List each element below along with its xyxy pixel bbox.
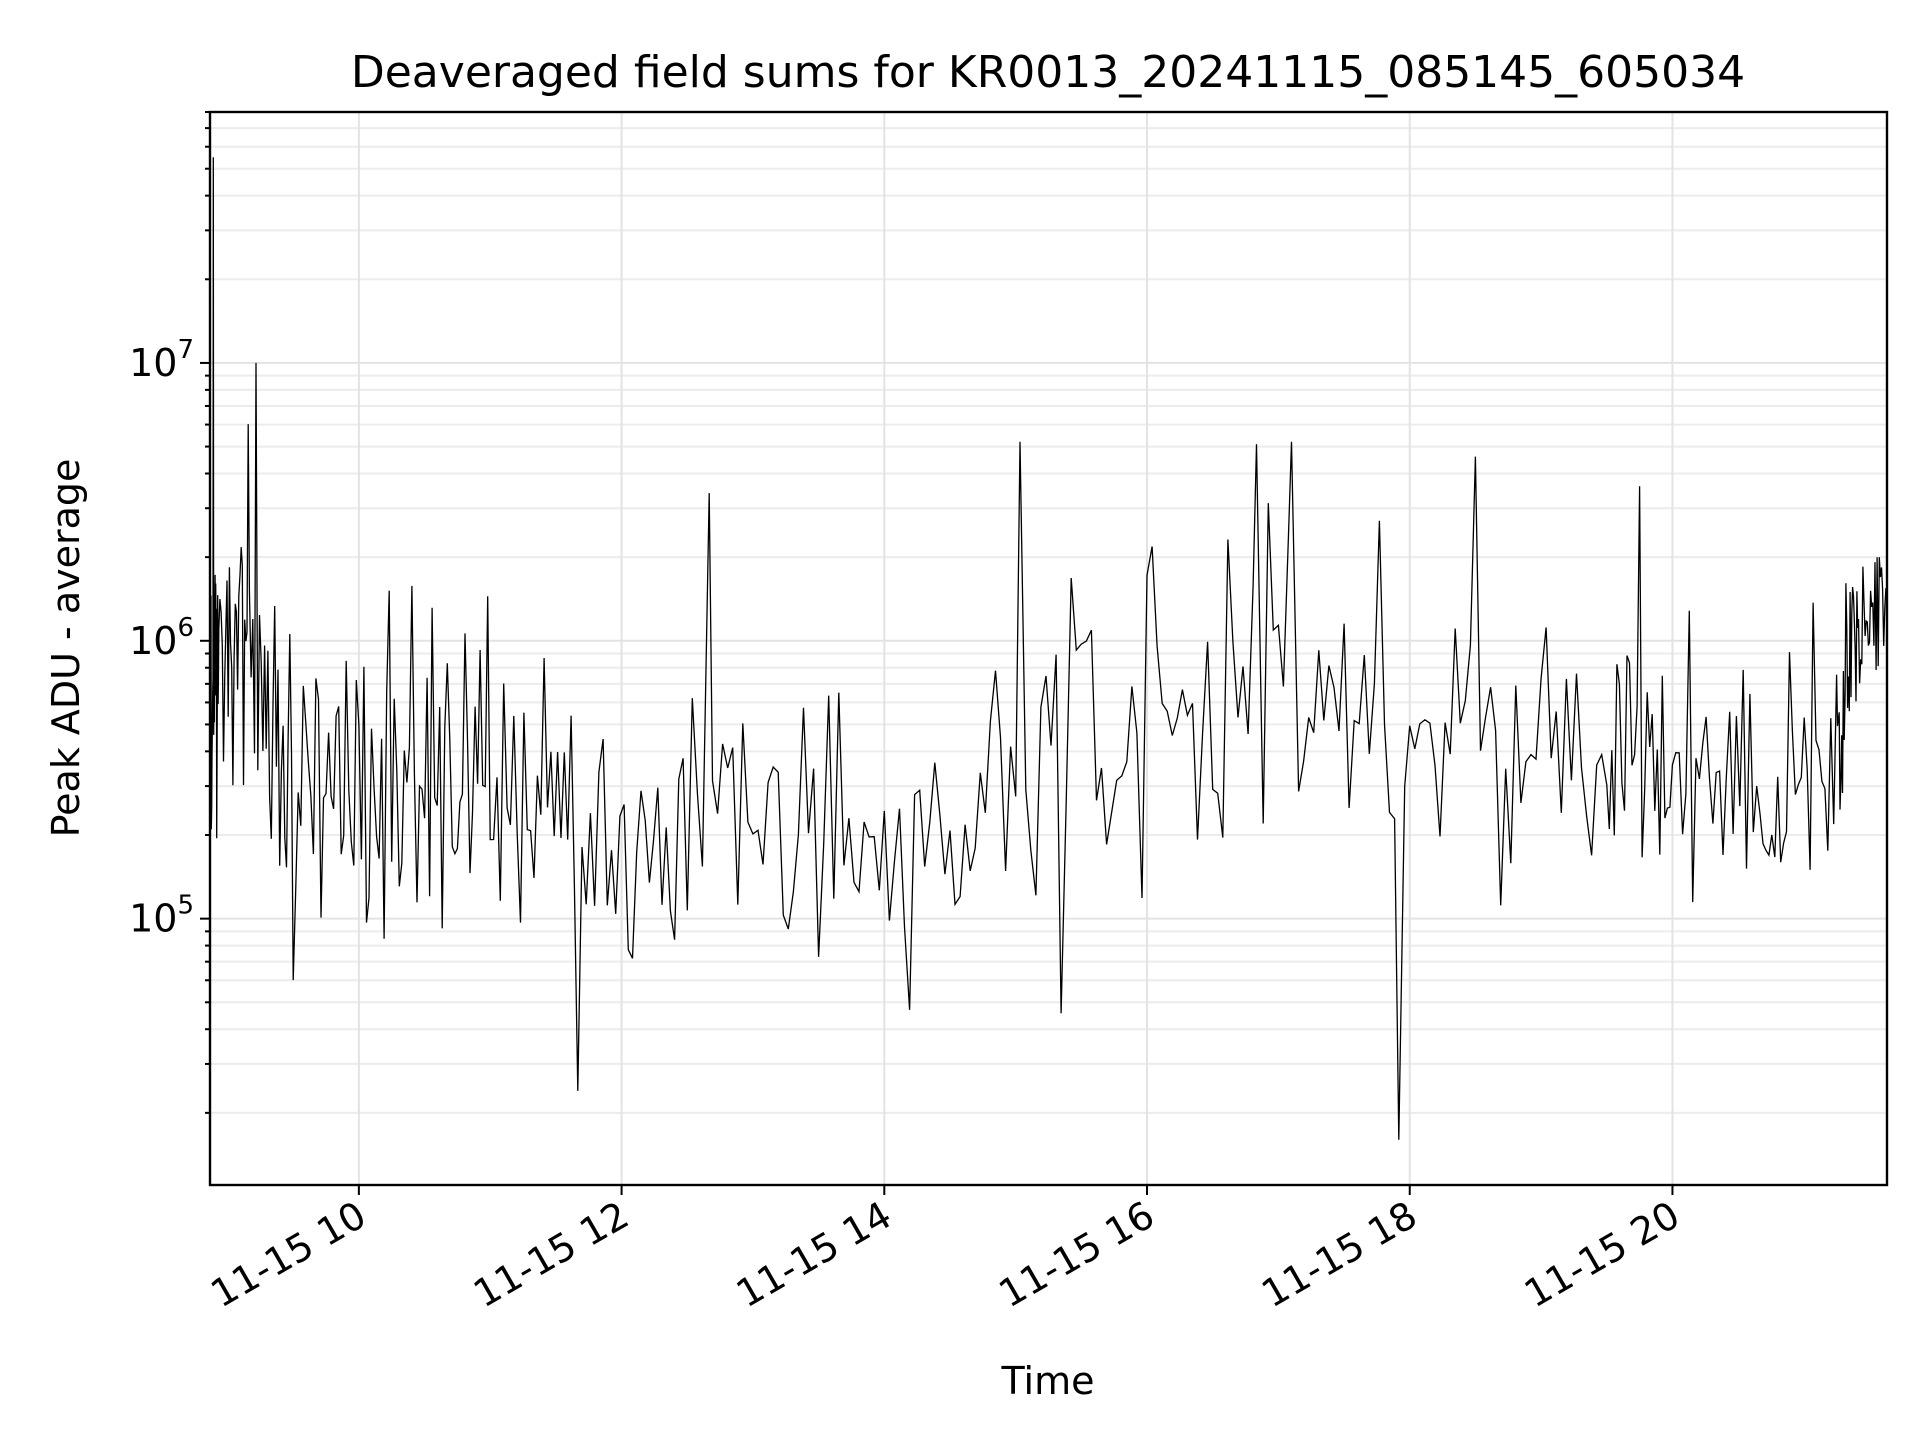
y-axis-label: Peak ADU - average [44,459,88,838]
y-tick-label: 107 [129,335,194,385]
y-tick-label: 106 [129,613,194,663]
x-tick-label: 11-15 12 [466,1193,636,1317]
series-line [209,157,1888,1140]
x-tick-label: 11-15 18 [1254,1193,1424,1317]
x-tick-label: 11-15 14 [729,1193,899,1317]
y-tick-label: 105 [129,891,194,941]
grid-layer [210,111,1887,1185]
plot-frame [208,110,1889,1187]
x-tick-label: 11-15 20 [1517,1193,1687,1317]
x-tick-label: 11-15 16 [992,1193,1162,1317]
x-axis-label: Time [1001,1359,1095,1403]
x-tick-label: 11-15 10 [203,1193,373,1317]
chart-title: Deaveraged field sums for KR0013_2024111… [351,47,1745,98]
